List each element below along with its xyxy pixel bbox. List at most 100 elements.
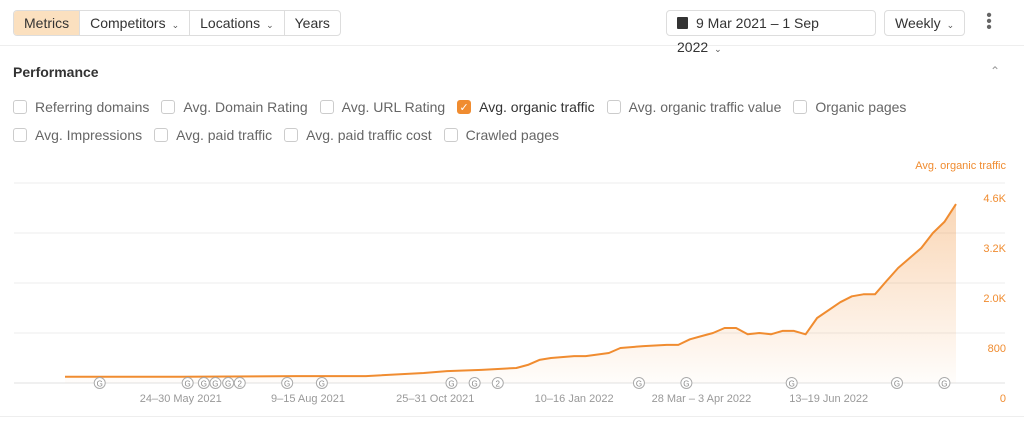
checkbox-icon[interactable] [161,100,176,114]
tab-years[interactable]: Years [285,11,340,35]
calendar-icon [677,17,688,29]
metric-label: Crawled pages [465,127,560,143]
event-marker-label: G [941,380,947,389]
date-range-button[interactable]: 9 Mar 2021 – 1 Sep 2022 ⌄ [666,10,876,55]
checkbox-checked-icon[interactable]: ✓ [457,100,472,114]
metric-label: Avg. paid traffic cost [306,127,432,143]
kebab-icon[interactable]: • • • [986,7,992,36]
y-tick-label: 0 [1000,393,1006,405]
google-update-marker[interactable] [181,377,194,389]
metric-checkbox[interactable]: Avg. URL Rating [319,99,446,115]
metric-checkbox[interactable]: Avg. paid traffic cost [284,127,432,143]
metric-label: Referring domains [35,99,150,115]
metric-checkbox[interactable]: Avg. Domain Rating [161,99,308,115]
metric-checkbox[interactable]: Crawled pages [443,127,560,143]
google-update-marker[interactable] [632,377,645,389]
toolbar: Metrics Competitors ⌄ Locations ⌄ Years 9 … [0,0,1024,55]
google-update-marker[interactable] [468,377,481,389]
google-update-marker[interactable] [197,377,210,389]
google-update-marker[interactable] [890,377,903,389]
metric-checkbox[interactable]: Avg. Impressions [13,127,142,143]
tab-locations[interactable]: Locations ⌄ [190,11,285,35]
chevron-down-icon: ⌄ [266,20,274,30]
chevron-down-icon: ⌄ [171,20,180,30]
metric-label: Avg. URL Rating [341,99,446,115]
google-update-marker[interactable] [680,377,693,389]
event-marker-label: 2 [238,380,243,389]
google-update-marker[interactable] [315,377,328,389]
metric-label: Avg. organic traffic value [628,99,782,115]
interval-label: Weekly [895,15,941,31]
google-update-marker[interactable] [938,377,951,389]
metric-checkbox[interactable]: Avg. organic traffic value [606,99,782,115]
interval-dropdown[interactable]: Weekly ⌄ [884,10,965,36]
divider [0,416,1024,417]
event-marker-label: G [448,380,454,389]
series-line [65,203,957,378]
area-fill [65,204,956,383]
metric-checkbox[interactable]: ✓ Avg. organic traffic [457,99,595,115]
google-update-marker[interactable] [222,377,235,389]
event-marker-label: G [789,380,795,389]
metric-checkbox[interactable]: Organic pages [793,99,906,115]
metric-label: Avg. Domain Rating [183,99,308,115]
x-tick-label: 10–16 Jan 2022 [535,393,614,405]
x-tick-label: 25–31 Oct 2021 [396,393,474,405]
y-tick-label: 4.6K [983,193,1006,205]
chevron-down-icon: ⌄ [946,20,955,30]
metric-label: Avg. paid traffic [176,127,273,143]
event-marker-label: G [212,380,218,389]
google-update-marker[interactable] [281,377,294,389]
metric-checkbox[interactable]: Referring domains [13,99,149,115]
tab-label: Years [294,15,330,31]
y-tick-label: 800 [988,343,1006,355]
checkbox-icon[interactable] [319,100,334,114]
event-marker-label: G [284,380,290,389]
event-marker-label: G [97,380,103,389]
x-tick-label: 9–15 Aug 2021 [271,393,345,405]
tab-label: Metrics [24,15,70,31]
section-title: Performance [13,64,99,80]
tab-competitors[interactable]: Competitors ⌄ [80,11,191,35]
x-tick-label: 28 Mar – 3 Apr 2022 [652,393,752,405]
tab-metrics[interactable]: Metrics [14,11,81,35]
checkbox-icon[interactable] [13,100,27,114]
checkbox-icon[interactable] [13,128,27,142]
chevron-up-icon[interactable]: ⌃ [990,64,1001,78]
metric-row-1: Referring domains Avg. Domain Rating Avg. … [13,99,918,115]
metric-label: Avg. organic traffic [479,99,595,115]
event-marker-label: 2 [496,380,501,389]
checkbox-icon[interactable] [793,100,808,114]
date-range-label: 9 Mar 2021 – 1 Sep 2022 [677,15,819,55]
google-update-marker[interactable] [785,377,798,389]
event-marker-label: G [185,380,191,389]
x-tick-label: 24–30 May 2021 [140,393,222,405]
event-marker-label: G [201,380,207,389]
checkbox-icon[interactable] [284,128,299,142]
checkbox-icon[interactable] [154,128,169,142]
event-marker-label: G [319,380,325,389]
google-update-marker[interactable] [491,377,504,389]
google-update-marker[interactable] [445,377,458,389]
metric-label: Organic pages [815,99,907,115]
metric-checkbox[interactable]: Avg. paid traffic [154,127,272,143]
checkbox-icon[interactable] [443,128,458,142]
series-label: Avg. organic traffic [915,160,1006,172]
event-marker-label: G [894,380,900,389]
x-tick-label: 13–19 Jun 2022 [789,393,868,405]
google-update-marker[interactable] [93,377,106,389]
tab-label: Competitors [90,15,166,31]
google-update-marker[interactable] [209,377,222,389]
y-tick-label: 3.2K [983,243,1006,255]
event-marker-label: G [472,380,478,389]
google-update-marker[interactable] [233,377,246,389]
event-marker-label: G [636,380,642,389]
chevron-down-icon: ⌄ [714,44,722,54]
metric-row-2: Avg. Impressions Avg. paid traffic Avg. pa… [13,127,571,143]
checkbox-icon[interactable] [606,100,621,114]
metric-label: Avg. Impressions [35,127,143,143]
y-tick-label: 2.0K [983,293,1006,305]
tab-label: Locations [200,15,261,31]
view-tabs: Metrics Competitors ⌄ Locations ⌄ Years [13,10,341,36]
